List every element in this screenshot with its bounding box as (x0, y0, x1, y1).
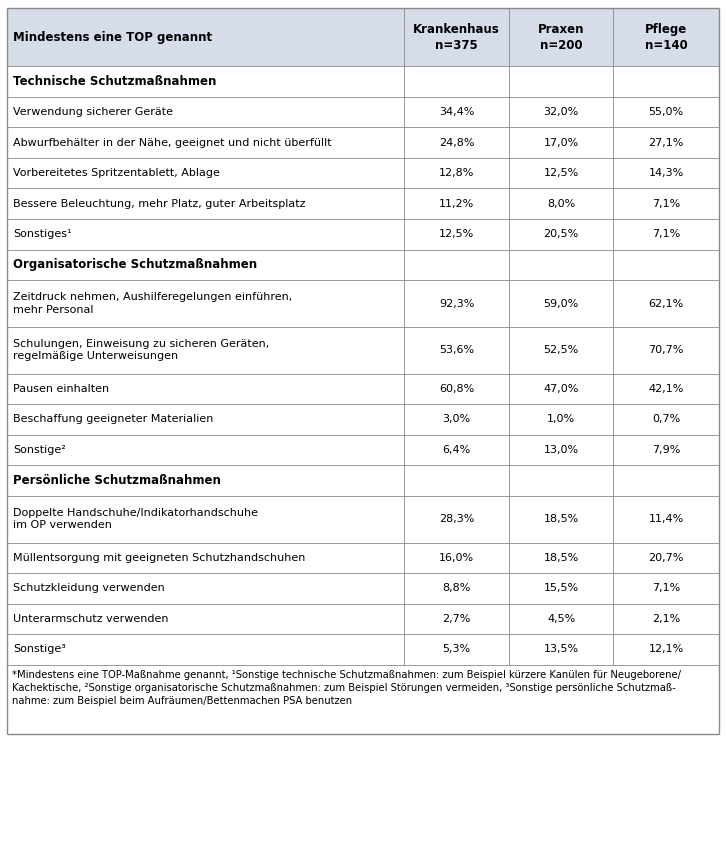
Text: Sonstige³: Sonstige³ (13, 644, 66, 655)
Text: 62,1%: 62,1% (648, 299, 684, 308)
Text: 18,5%: 18,5% (544, 514, 579, 524)
Text: Praxen
n=200: Praxen n=200 (538, 23, 584, 52)
Bar (7, 97, 719, 127)
Text: Zeitdruck nehmen, Aushilferegelungen einführen,
mehr Personal: Zeitdruck nehmen, Aushilferegelungen ein… (13, 292, 293, 315)
Text: 53,6%: 53,6% (439, 346, 474, 355)
Text: 34,4%: 34,4% (439, 107, 474, 117)
Text: 1,0%: 1,0% (547, 414, 575, 424)
Bar (7, 250, 719, 280)
Text: 8,8%: 8,8% (442, 583, 470, 593)
Text: Organisatorische Schutzmaßnahmen: Organisatorische Schutzmaßnahmen (13, 258, 258, 272)
Text: 70,7%: 70,7% (648, 346, 684, 355)
Text: 28,3%: 28,3% (439, 514, 474, 524)
Text: 55,0%: 55,0% (648, 107, 684, 117)
Bar (7, 188, 719, 219)
Bar (7, 219, 719, 250)
Text: 27,1%: 27,1% (648, 138, 684, 148)
Bar (7, 66, 719, 97)
Text: 17,0%: 17,0% (544, 138, 579, 148)
Bar (7, 158, 719, 188)
Text: 13,0%: 13,0% (544, 445, 579, 455)
Text: 52,5%: 52,5% (544, 346, 579, 355)
Text: Technische Schutzmaßnahmen: Technische Schutzmaßnahmen (13, 75, 216, 88)
Bar (7, 634, 719, 665)
Text: 92,3%: 92,3% (439, 299, 474, 308)
Text: Abwurfbehälter in der Nähe, geeignet und nicht überfüllt: Abwurfbehälter in der Nähe, geeignet und… (13, 138, 332, 148)
Bar (7, 404, 719, 435)
Bar (7, 665, 719, 734)
Text: Krankenhaus
n=375: Krankenhaus n=375 (413, 23, 500, 52)
Text: Persönliche Schutzmaßnahmen: Persönliche Schutzmaßnahmen (13, 474, 221, 487)
Text: 3,0%: 3,0% (443, 414, 470, 424)
Text: 12,1%: 12,1% (648, 644, 684, 655)
Text: 32,0%: 32,0% (544, 107, 579, 117)
Text: 7,9%: 7,9% (652, 445, 680, 455)
Bar (7, 573, 719, 604)
Text: *Mindestens eine TOP-Maßnahme genannt, ¹Sonstige technische Schutzmaßnahmen: zum: *Mindestens eine TOP-Maßnahme genannt, ¹… (12, 670, 681, 706)
Text: 24,8%: 24,8% (439, 138, 474, 148)
Text: 5,3%: 5,3% (443, 644, 470, 655)
Text: 2,7%: 2,7% (442, 614, 470, 624)
Text: 59,0%: 59,0% (544, 299, 579, 308)
Text: Sonstige²: Sonstige² (13, 445, 66, 455)
Text: Vorbereitetes Spritzentablett, Ablage: Vorbereitetes Spritzentablett, Ablage (13, 168, 220, 178)
Text: 0,7%: 0,7% (652, 414, 680, 424)
Text: 42,1%: 42,1% (648, 384, 684, 394)
Bar (7, 465, 719, 496)
Text: 16,0%: 16,0% (439, 553, 474, 563)
Text: Unterarmschutz verwenden: Unterarmschutz verwenden (13, 614, 168, 624)
Text: Verwendung sicherer Geräte: Verwendung sicherer Geräte (13, 107, 174, 117)
Text: 2,1%: 2,1% (652, 614, 680, 624)
Bar (7, 374, 719, 404)
Text: 18,5%: 18,5% (544, 553, 579, 563)
Text: 47,0%: 47,0% (544, 384, 579, 394)
Text: Pausen einhalten: Pausen einhalten (13, 384, 110, 394)
Text: Müllentsorgung mit geeigneten Schutzhandschuhen: Müllentsorgung mit geeigneten Schutzhand… (13, 553, 306, 563)
Text: 6,4%: 6,4% (442, 445, 470, 455)
Text: 13,5%: 13,5% (544, 644, 579, 655)
Text: 15,5%: 15,5% (544, 583, 579, 593)
Bar (7, 435, 719, 465)
Bar (7, 327, 719, 374)
Bar (7, 496, 719, 543)
Text: Bessere Beleuchtung, mehr Platz, guter Arbeitsplatz: Bessere Beleuchtung, mehr Platz, guter A… (13, 199, 306, 209)
Text: 11,2%: 11,2% (439, 199, 474, 209)
Text: Pflege
n=140: Pflege n=140 (645, 23, 688, 52)
Bar (7, 8, 719, 66)
Text: Schutzkleidung verwenden: Schutzkleidung verwenden (13, 583, 165, 593)
Text: 12,5%: 12,5% (544, 168, 579, 178)
Text: 8,0%: 8,0% (547, 199, 575, 209)
Text: 20,5%: 20,5% (544, 229, 579, 239)
Text: 7,1%: 7,1% (652, 199, 680, 209)
Text: Mindestens eine TOP genannt: Mindestens eine TOP genannt (13, 31, 213, 44)
Text: 14,3%: 14,3% (648, 168, 684, 178)
Text: 7,1%: 7,1% (652, 229, 680, 239)
Text: Sonstiges¹: Sonstiges¹ (13, 229, 72, 239)
Bar (7, 543, 719, 573)
Text: 20,7%: 20,7% (648, 553, 684, 563)
Text: 12,8%: 12,8% (439, 168, 474, 178)
Text: Schulungen, Einweisung zu sicheren Geräten,
regelmäßige Unterweisungen: Schulungen, Einweisung zu sicheren Gerät… (13, 339, 269, 362)
Text: 11,4%: 11,4% (648, 514, 684, 524)
Text: 60,8%: 60,8% (439, 384, 474, 394)
Text: 7,1%: 7,1% (652, 583, 680, 593)
Text: Beschaffung geeigneter Materialien: Beschaffung geeigneter Materialien (13, 414, 213, 424)
Text: Doppelte Handschuhe/Indikatorhandschuhe
im OP verwenden: Doppelte Handschuhe/Indikatorhandschuhe … (13, 508, 258, 531)
Bar (7, 604, 719, 634)
Bar (7, 280, 719, 327)
Text: 4,5%: 4,5% (547, 614, 575, 624)
Bar (7, 127, 719, 158)
Text: 12,5%: 12,5% (439, 229, 474, 239)
